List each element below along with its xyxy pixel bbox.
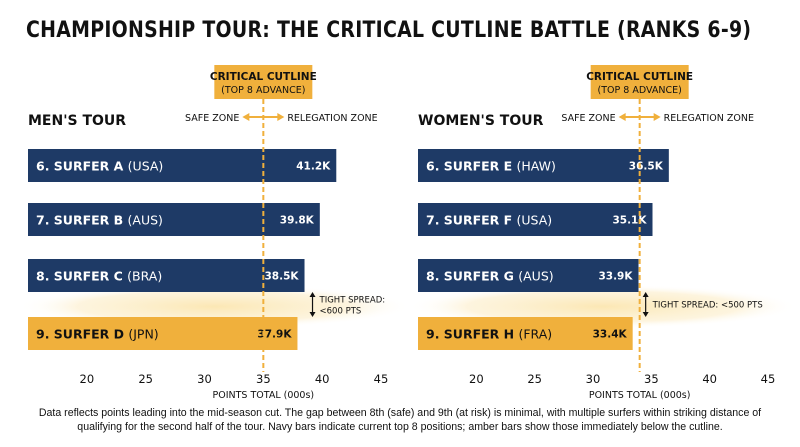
safe-zone-label: SAFE ZONE bbox=[185, 113, 239, 124]
x-tick-label: 35 bbox=[644, 372, 659, 386]
cutline-sublabel: (TOP 8 ADVANCE) bbox=[598, 85, 682, 96]
bar bbox=[418, 317, 633, 350]
panel-title: WOMEN'S TOUR bbox=[418, 113, 544, 129]
bar-category-label: 9. SURFER H (FRA) bbox=[426, 327, 552, 342]
x-tick-label: 40 bbox=[702, 372, 717, 386]
chart-title: CHAMPIONSHIP TOUR: THE CRITICAL CUTLINE … bbox=[26, 18, 752, 43]
bar-value-label: 38.5K bbox=[264, 271, 299, 283]
bar-value-label: 35.1K bbox=[612, 215, 647, 227]
x-tick-label: 25 bbox=[138, 372, 153, 386]
chart-panel-mens: MEN'S TOUR 6. SURFER A (USA) 41.2K 7. SURFE… bbox=[18, 65, 411, 401]
bar-value-label: 36.5K bbox=[629, 161, 664, 173]
zone-arrow-left-head bbox=[242, 113, 250, 121]
bar bbox=[28, 259, 305, 292]
relegation-zone-label: RELEGATION ZONE bbox=[287, 113, 377, 124]
bar bbox=[28, 317, 298, 350]
spread-annotation: TIGHT SPREAD: bbox=[319, 296, 386, 306]
x-axis-label: POINTS TOTAL (000s) bbox=[589, 390, 691, 401]
x-tick-label: 40 bbox=[315, 372, 330, 386]
bar-category-label: 7. SURFER F (USA) bbox=[426, 213, 552, 228]
panel-title: MEN'S TOUR bbox=[28, 113, 126, 129]
x-tick-label: 20 bbox=[469, 372, 484, 386]
chart-panel-womens: WOMEN'S TOUR 6. SURFER E (HAW) 36.5K 7. SUR… bbox=[408, 65, 798, 401]
x-tick-label: 20 bbox=[80, 372, 95, 386]
x-tick-label: 45 bbox=[761, 372, 776, 386]
bar-category-label: 8. SURFER C (BRA) bbox=[36, 269, 162, 284]
bar bbox=[418, 203, 653, 236]
zone-arrow-left-head bbox=[618, 113, 626, 121]
footnote: Data reflects points leading into the mi… bbox=[38, 407, 762, 433]
cutline-label: CRITICAL CUTLINE bbox=[586, 71, 693, 83]
bar bbox=[418, 259, 639, 292]
cutline-label: CRITICAL CUTLINE bbox=[210, 71, 317, 83]
safe-zone-label: SAFE ZONE bbox=[561, 113, 615, 124]
bar-category-label: 6. SURFER A (USA) bbox=[36, 159, 163, 174]
x-tick-label: 35 bbox=[256, 372, 271, 386]
cutline-label-box bbox=[590, 65, 689, 99]
bar-value-label: 33.4K bbox=[593, 329, 628, 341]
spread-arrow-bottom bbox=[642, 312, 649, 317]
zone-arrow-right-head bbox=[653, 113, 661, 121]
x-tick-label: 30 bbox=[586, 372, 601, 386]
spread-annotation-line2: <600 PTS bbox=[320, 307, 362, 317]
bar-value-label: 41.2K bbox=[296, 161, 331, 173]
bar-category-label: 6. SURFER E (HAW) bbox=[426, 159, 556, 174]
bar-value-label: 39.8K bbox=[280, 215, 315, 227]
bar-category-label: 7. SURFER B (AUS) bbox=[36, 213, 163, 228]
spread-arrow-bottom bbox=[309, 312, 316, 317]
bar-value-label: 33.9K bbox=[598, 271, 633, 283]
x-tick-label: 25 bbox=[527, 372, 542, 386]
bar-value-label: 37.9K bbox=[257, 329, 292, 341]
cutline-sublabel: (TOP 8 ADVANCE) bbox=[221, 85, 305, 96]
bar-category-label: 9. SURFER D (JPN) bbox=[36, 327, 159, 342]
bar bbox=[28, 149, 337, 182]
spread-annotation: TIGHT SPREAD: <500 PTS bbox=[652, 301, 763, 311]
x-tick-label: 30 bbox=[197, 372, 212, 386]
x-tick-label: 45 bbox=[374, 372, 389, 386]
cutline-label-box bbox=[214, 65, 313, 99]
bar bbox=[28, 203, 320, 236]
bar bbox=[418, 149, 669, 182]
bar-category-label: 8. SURFER G (AUS) bbox=[426, 269, 554, 284]
x-axis-label: POINTS TOTAL (000s) bbox=[213, 390, 315, 401]
relegation-zone-label: RELEGATION ZONE bbox=[664, 113, 754, 124]
spread-arrow-top bbox=[642, 292, 649, 297]
spread-arrow-top bbox=[309, 292, 316, 297]
zone-arrow-right-head bbox=[277, 113, 285, 121]
